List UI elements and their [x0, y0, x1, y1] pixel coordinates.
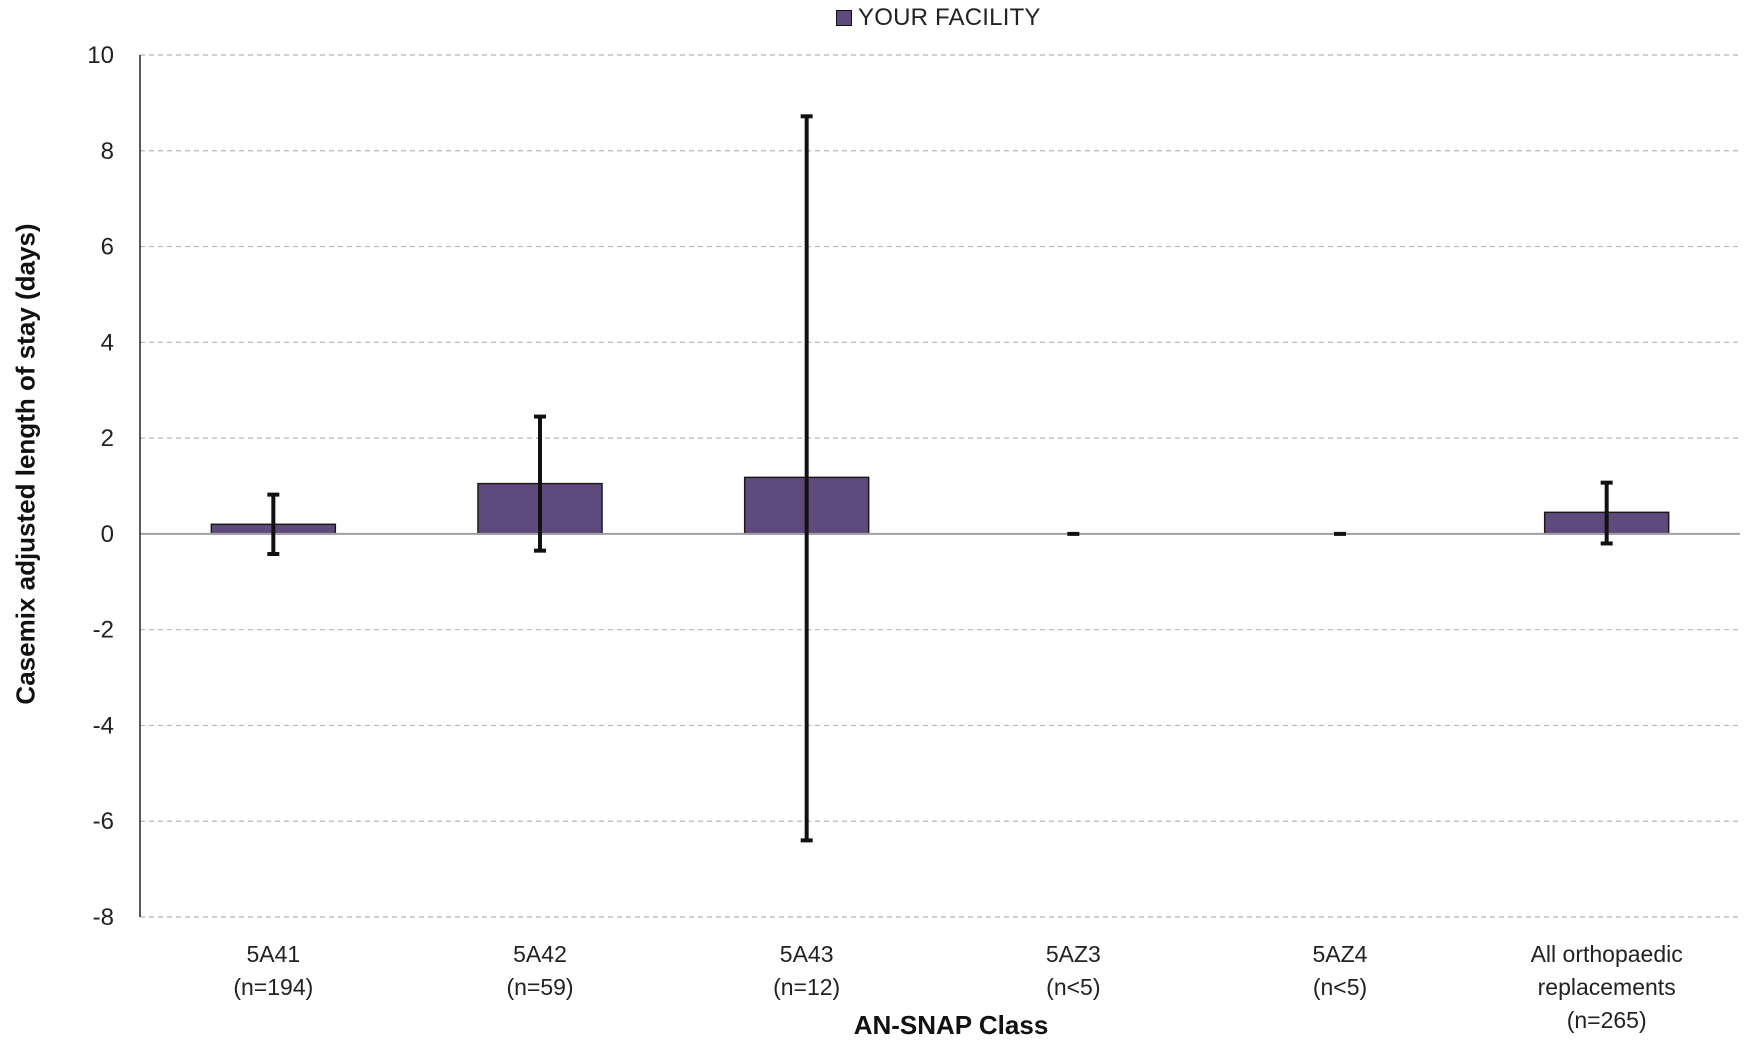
bar-series	[210, 476, 1670, 535]
y-tick-label: -2	[93, 617, 114, 644]
x-tick-label: 5AZ4	[1313, 941, 1368, 967]
y-tick-labels: 10 8 6 4 2 0 -2 -4 -6 -8	[87, 42, 114, 931]
y-tick-label: -8	[93, 904, 114, 931]
gridlines	[140, 54, 1740, 918]
y-tick-label: 0	[101, 521, 114, 548]
error-bars	[267, 114, 1613, 843]
x-tick-label: 5A41	[246, 941, 300, 967]
x-tick-label: All orthopaedic	[1531, 941, 1683, 967]
y-tick-label: 8	[101, 138, 114, 165]
x-tick-label: (n=12)	[773, 974, 840, 1000]
x-tick-label: (n=194)	[233, 974, 313, 1000]
legend: YOUR FACILITY	[836, 2, 1041, 34]
y-tick-label: 6	[101, 234, 114, 261]
x-tick-label: (n=265)	[1567, 1007, 1647, 1033]
x-tick-label: (n=59)	[506, 974, 573, 1000]
x-tick-label: (n<5)	[1046, 974, 1100, 1000]
x-tick-label: 5AZ3	[1046, 941, 1101, 967]
y-tick-label: -6	[93, 808, 114, 835]
x-tick-label: (n<5)	[1313, 974, 1367, 1000]
y-tick-label: -4	[93, 712, 114, 739]
x-tick-label: 5A42	[513, 941, 567, 967]
y-axis-title: Casemix adjusted length of stay (days)	[10, 223, 41, 705]
legend-label: YOUR FACILITY	[858, 4, 1041, 31]
y-tick-label: 2	[101, 425, 114, 452]
x-axis-title: AN-SNAP Class	[853, 1010, 1049, 1040]
x-tick-label: replacements	[1538, 974, 1676, 1000]
x-tick-labels: 5A41 (n=194) 5A42 (n=59) 5A43 (n=12) 5AZ3 (n<5)…	[233, 941, 1682, 1033]
y-tick-label: 4	[101, 329, 114, 356]
x-tick-label: 5A43	[780, 941, 834, 967]
y-tick-label: 10	[87, 42, 114, 69]
legend-swatch	[836, 10, 852, 26]
